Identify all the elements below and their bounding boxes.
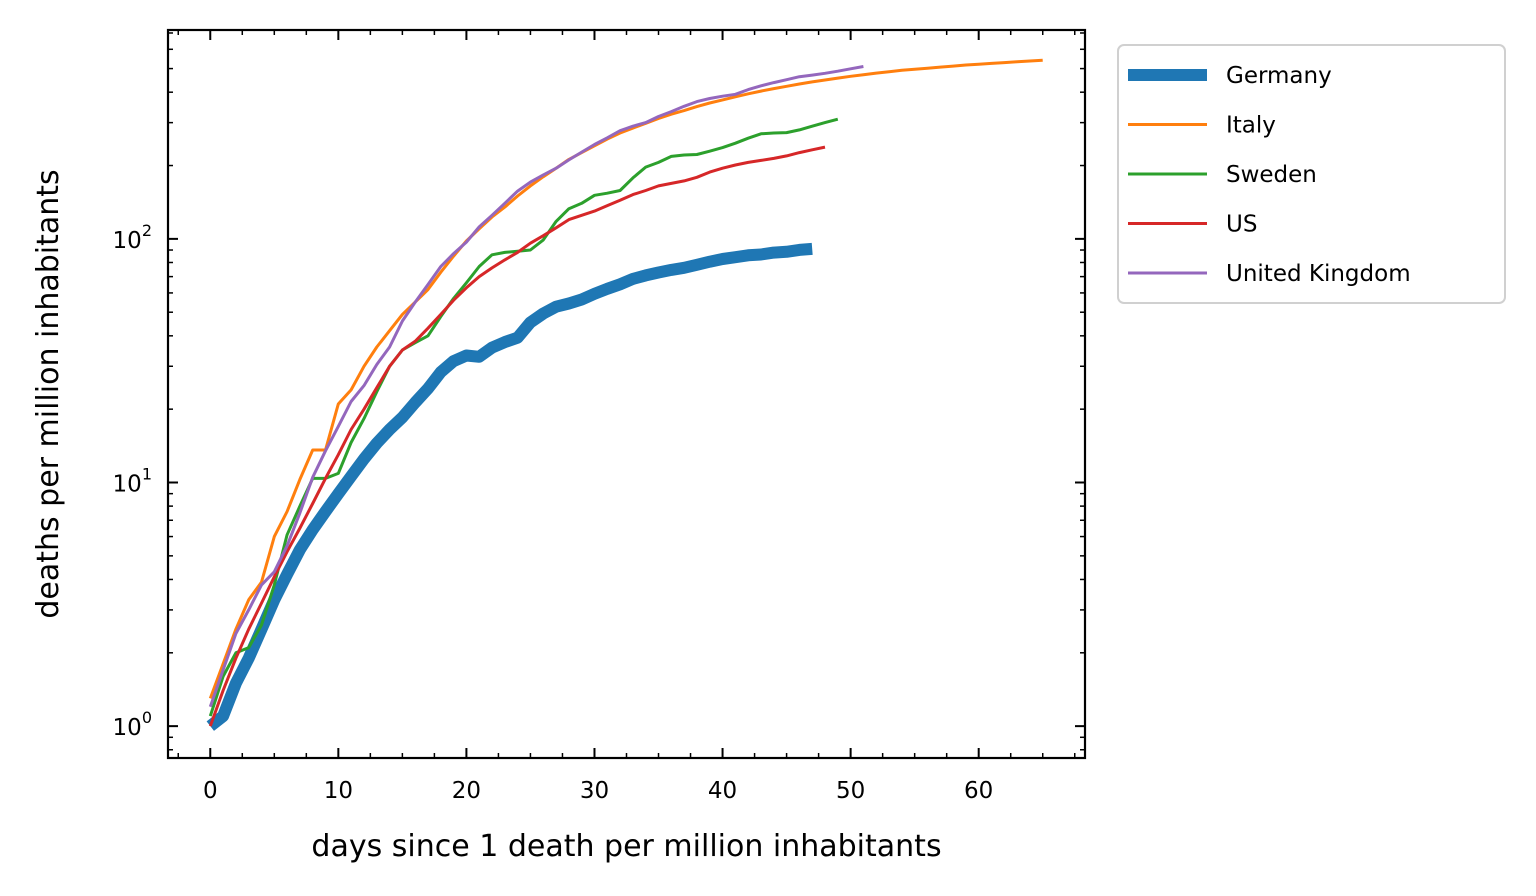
legend: Germany Italy Sweden US United Kingdom [1117,44,1506,304]
x-tick-label: 10 [324,778,353,804]
legend-frame [1117,44,1506,304]
series-line-3 [208,145,826,727]
legend-label-1: Italy [1226,113,1276,139]
y-tick-label: 101 [113,465,152,498]
legend-label-0: Germany [1226,63,1332,89]
series-line-2 [208,117,839,717]
x-tick-label: 50 [836,778,865,804]
x-tick-label: 30 [580,778,609,804]
plot-area [168,30,1085,758]
legend-label-4: United Kingdom [1226,261,1411,287]
x-axis-label: days since 1 death per million inhabitan… [311,829,941,864]
y-tick-label: 102 [113,221,152,254]
legend-label-2: Sweden [1226,162,1317,188]
series-line-4 [208,65,864,708]
y-axis-label: deaths per million inhabitants [31,169,66,618]
series-line-1 [208,58,1043,699]
series-layer [206,58,1043,731]
y-tick-label: 100 [113,708,152,741]
plot-frame [166,28,1087,760]
x-tick-label: 60 [964,778,993,804]
series-line-0 [206,242,813,731]
legend-label-3: US [1226,212,1257,238]
x-tick-label: 0 [203,778,218,804]
x-tick-label: 20 [452,778,481,804]
x-tick-label: 40 [708,778,737,804]
